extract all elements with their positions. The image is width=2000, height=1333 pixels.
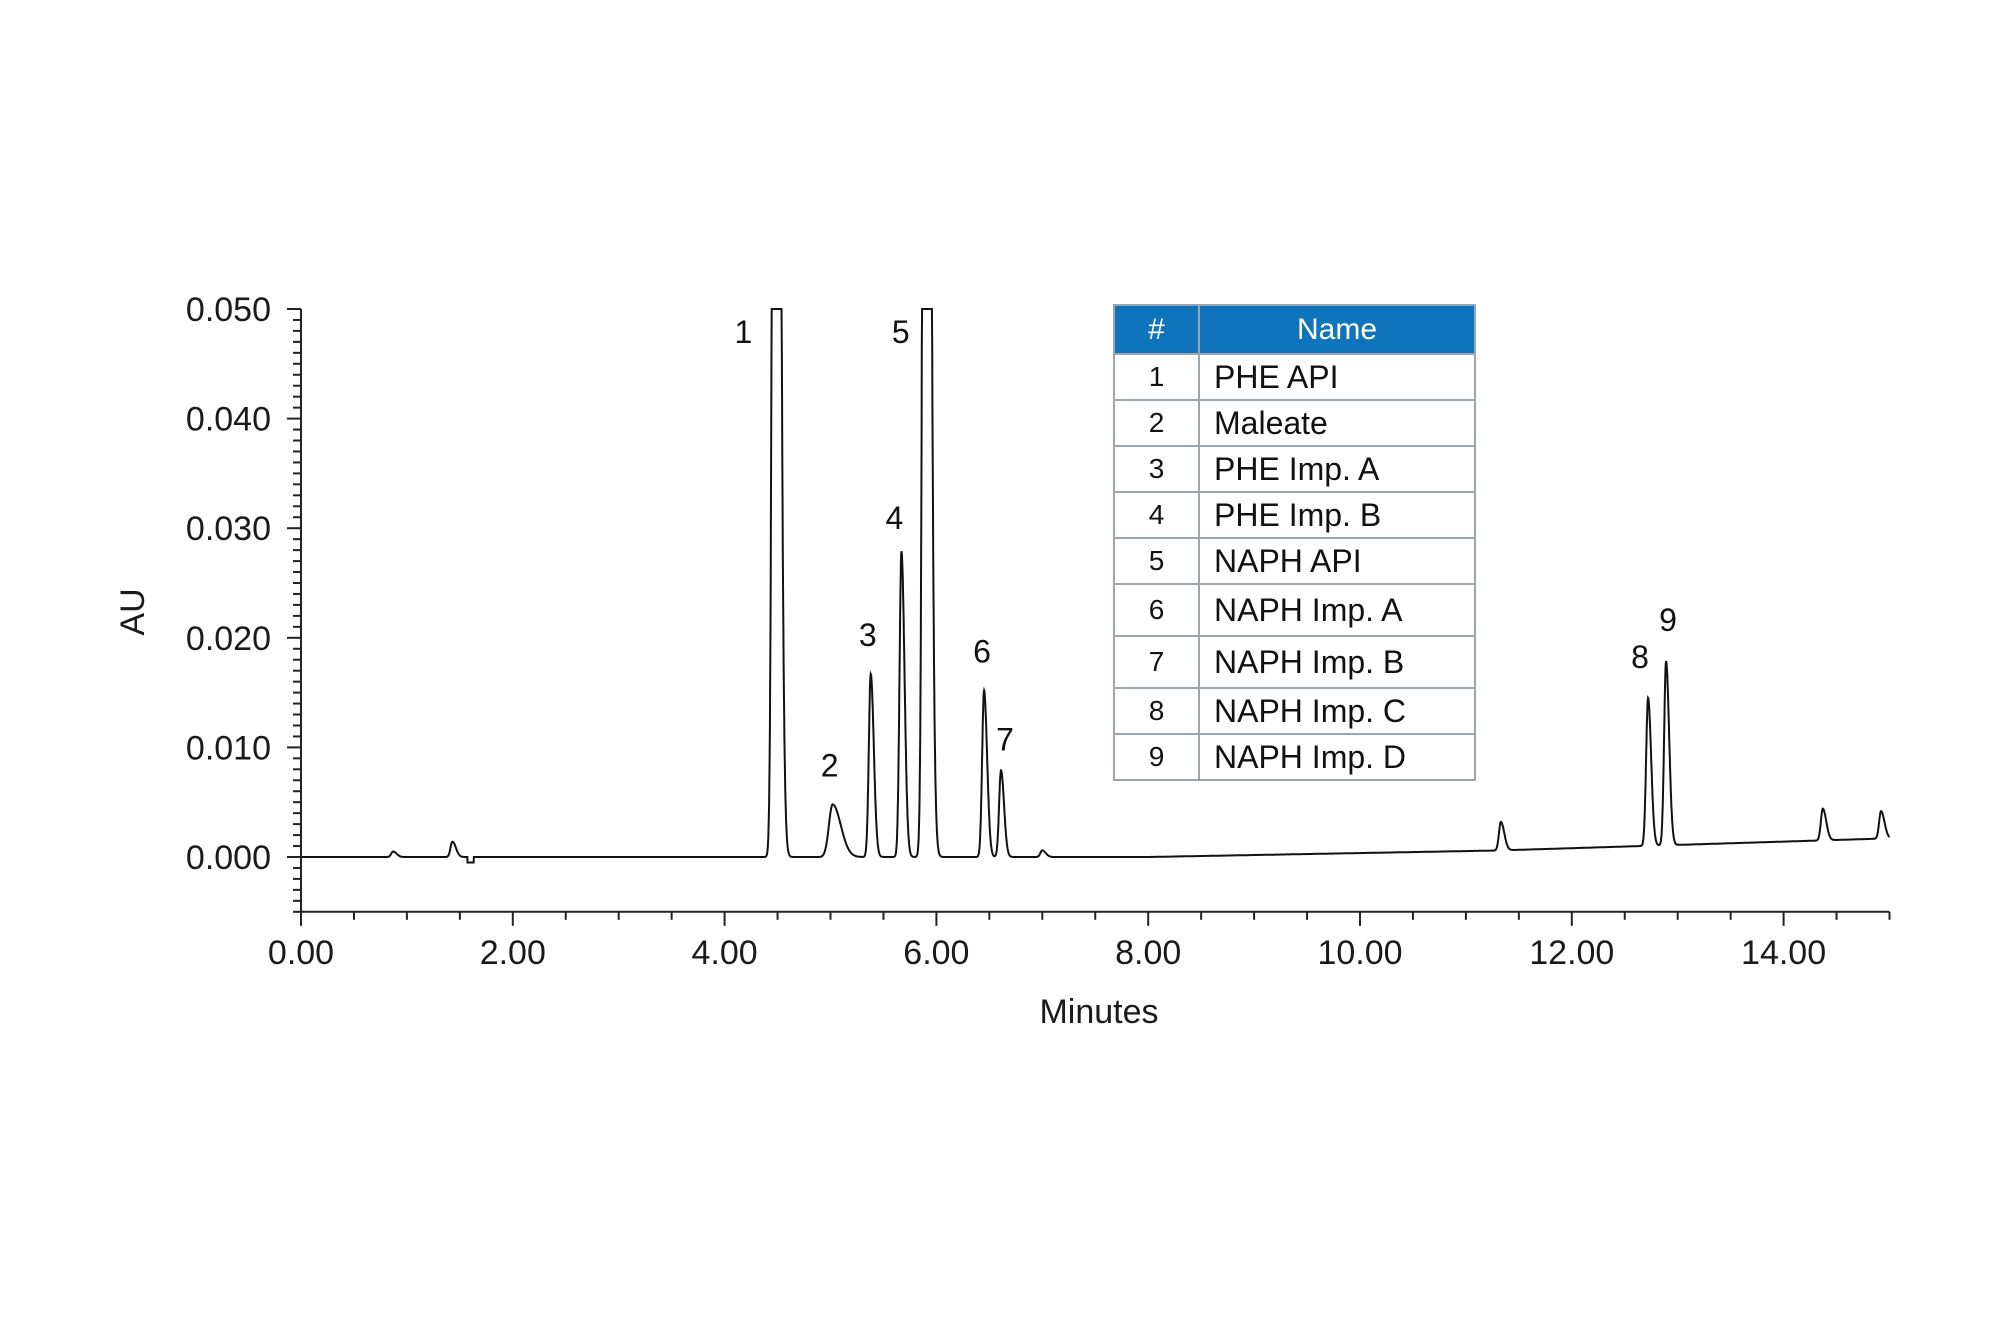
- legend-row-name: NAPH Imp. B: [1198, 635, 1476, 689]
- y-axis-title: AU: [114, 588, 152, 635]
- legend-row: 9 NAPH Imp. D: [1113, 733, 1476, 781]
- y-tick-label: 0.000: [186, 839, 271, 877]
- x-axis-title: Minutes: [1039, 993, 1158, 1031]
- x-tick-label: 8.00: [1115, 934, 1181, 972]
- y-tick-label: 0.020: [186, 620, 271, 658]
- peak-label-5: 5: [892, 314, 910, 350]
- legend-row: 4 PHE Imp. B: [1113, 491, 1476, 539]
- legend-row: 7 NAPH Imp. B: [1113, 635, 1476, 689]
- peak-label-1: 1: [735, 314, 753, 350]
- y-tick-label: 0.010: [186, 729, 271, 767]
- y-tick-label: 0.030: [186, 510, 271, 548]
- legend-row-name: NAPH Imp. C: [1198, 687, 1476, 735]
- peak-label-8: 8: [1631, 639, 1649, 675]
- legend-row-num: 6: [1113, 583, 1200, 637]
- x-tick-label: 2.00: [480, 934, 546, 972]
- legend-row: 3 PHE Imp. A: [1113, 445, 1476, 493]
- x-tick-label: 0.00: [268, 934, 334, 972]
- legend-row-num: 8: [1113, 687, 1200, 735]
- legend-row-num: 1: [1113, 353, 1200, 401]
- x-tick-label: 14.00: [1741, 934, 1826, 972]
- legend-row: 5 NAPH API: [1113, 537, 1476, 585]
- legend-row-num: 9: [1113, 733, 1200, 781]
- legend-row-name: PHE Imp. B: [1198, 491, 1476, 539]
- legend-row-num: 4: [1113, 491, 1200, 539]
- peak-label-7: 7: [996, 721, 1014, 757]
- legend-row-num: 2: [1113, 399, 1200, 447]
- legend-row-name: NAPH Imp. D: [1198, 733, 1476, 781]
- x-tick-label: 4.00: [692, 934, 758, 972]
- chromatogram-trace: [301, 308, 1891, 864]
- legend-row-num: 3: [1113, 445, 1200, 493]
- peak-label-3: 3: [859, 617, 877, 653]
- legend-row-name: NAPH Imp. A: [1198, 583, 1476, 637]
- legend-row-num: 5: [1113, 537, 1200, 585]
- legend-row-num: 7: [1113, 635, 1200, 689]
- legend-header-num: #: [1113, 304, 1200, 355]
- y-tick-label: 0.040: [186, 401, 271, 439]
- axes: 0.000 0.010 0.020 0.030 0.040 0.050 0.00 2.00 4.…: [186, 291, 1891, 972]
- peak-label-2: 2: [821, 747, 839, 783]
- legend-row-name: PHE Imp. A: [1198, 445, 1476, 493]
- legend-header-name: Name: [1198, 304, 1476, 355]
- x-tick-label: 10.00: [1317, 934, 1402, 972]
- legend-row-name: NAPH API: [1198, 537, 1476, 585]
- legend-row-name: PHE API: [1198, 353, 1476, 401]
- legend-row-name: Maleate: [1198, 399, 1476, 447]
- legend-row: 2 Maleate: [1113, 399, 1476, 447]
- legend-row: 1 PHE API: [1113, 353, 1476, 401]
- peak-legend-table: # Name 1 PHE API 2 Maleate 3 PHE Imp. A 4 PHE I…: [1113, 304, 1476, 781]
- x-tick-label: 12.00: [1529, 934, 1614, 972]
- peak-label-6: 6: [973, 633, 991, 669]
- peak-label-4: 4: [886, 500, 904, 536]
- peak-label-9: 9: [1659, 602, 1677, 638]
- y-tick-label: 0.050: [186, 291, 271, 329]
- legend-row: 8 NAPH Imp. C: [1113, 687, 1476, 735]
- x-tick-label: 6.00: [903, 934, 969, 972]
- legend-row: 6 NAPH Imp. A: [1113, 583, 1476, 637]
